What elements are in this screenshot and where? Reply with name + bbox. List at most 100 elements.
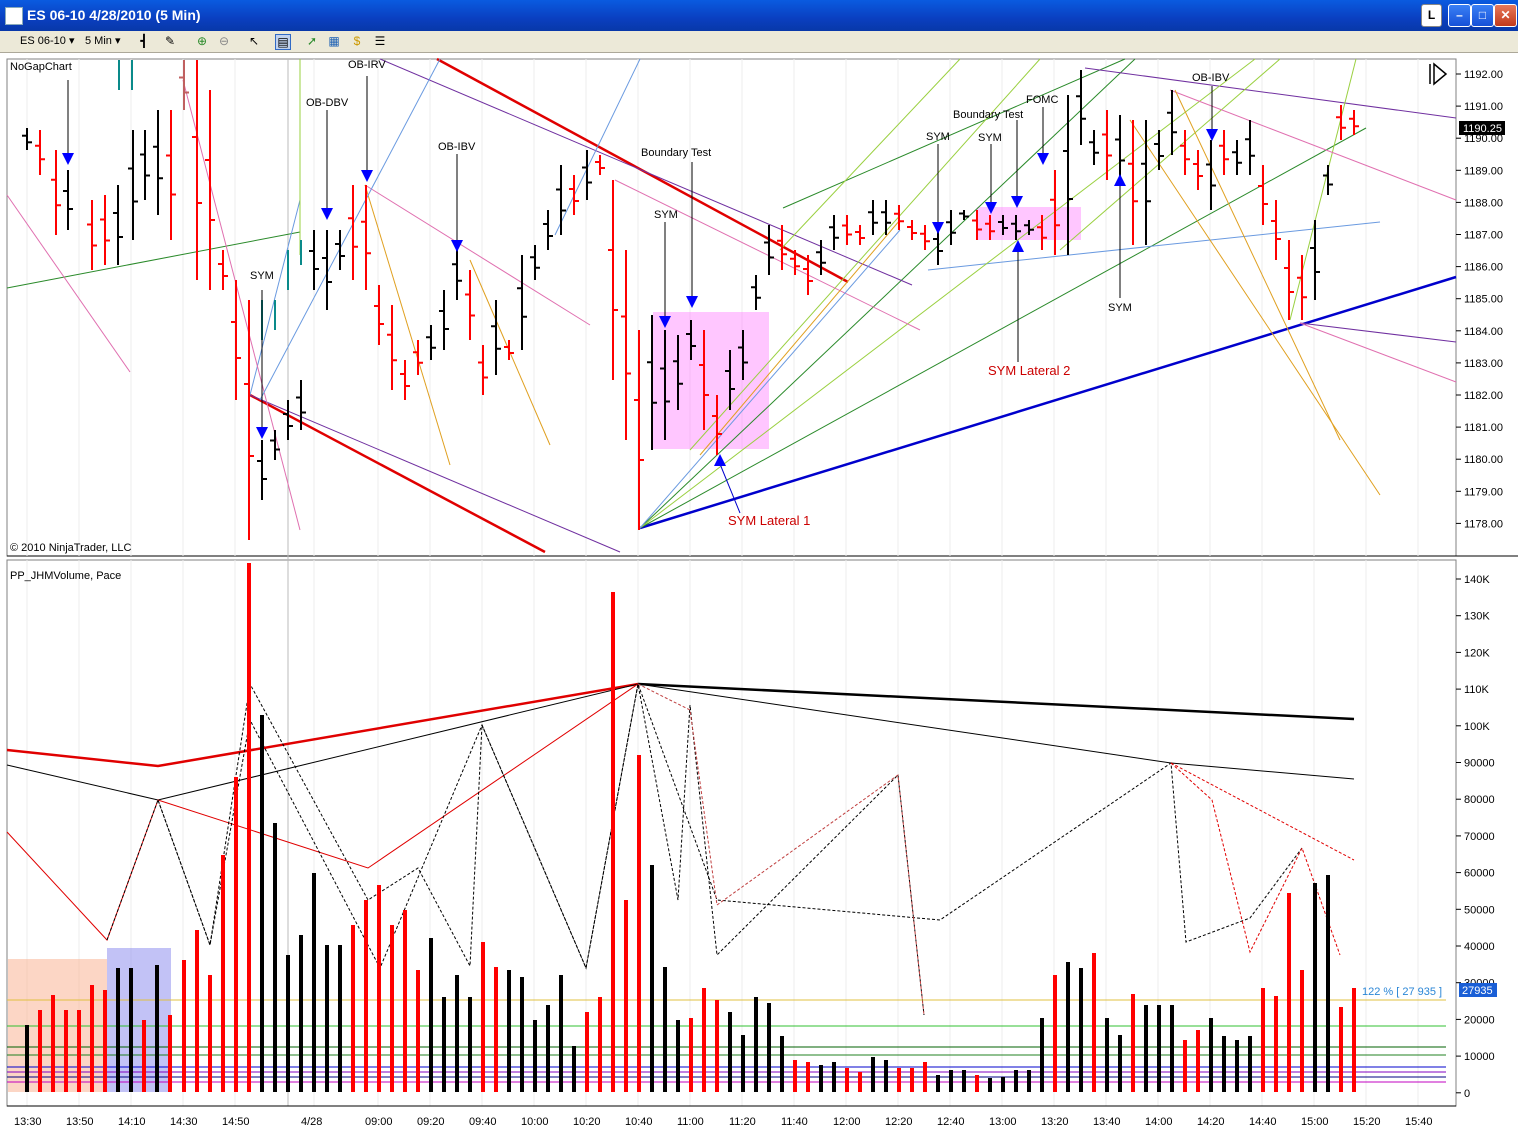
volume-tick-label: 20000	[1464, 1014, 1495, 1026]
price-bar	[244, 300, 254, 540]
price-bar	[1284, 240, 1294, 320]
pace-line	[1170, 762, 1355, 861]
volume-bar	[260, 715, 264, 1092]
price-tick-label: 1179.00	[1464, 486, 1503, 498]
cursor-icon[interactable]: ↖	[248, 34, 260, 48]
price-bar	[478, 345, 488, 395]
volume-bar	[1066, 962, 1070, 1092]
bar-type-icon[interactable]: ┫	[140, 34, 148, 48]
volume-bar	[390, 925, 394, 1092]
time-tick-label: 15:40	[1405, 1116, 1433, 1128]
time-tick-label: 14:40	[1249, 1116, 1277, 1128]
price-bar	[1297, 255, 1307, 320]
close-button[interactable]: ✕	[1494, 4, 1517, 27]
volume-bar	[598, 997, 602, 1092]
time-tick-label: 10:40	[625, 1116, 653, 1128]
volume-bar	[1027, 1070, 1031, 1092]
volume-bar	[741, 1035, 745, 1092]
chart-trader-icon[interactable]: ▦	[328, 34, 340, 48]
volume-bar	[1144, 1005, 1148, 1092]
volume-bar	[182, 960, 186, 1092]
trendline	[379, 58, 913, 286]
time-tick-label: 12:40	[937, 1116, 965, 1128]
volume-bar	[949, 1070, 953, 1092]
price-bar	[218, 250, 228, 290]
price-bar	[556, 165, 566, 235]
annotation-fomc: FOMC	[1026, 94, 1058, 106]
trendline	[249, 393, 546, 554]
volume-tick-label: 100K	[1464, 721, 1490, 733]
interval-selector[interactable]: 5 Min ▾	[85, 33, 130, 49]
price-bar	[413, 340, 423, 375]
annotation-arrows	[62, 76, 1218, 514]
trendline	[779, 58, 961, 251]
volume-bar	[351, 925, 355, 1092]
dollar-icon[interactable]: $	[353, 34, 361, 48]
volume-bar	[624, 900, 628, 1092]
interval-label: 5 Min	[85, 35, 112, 47]
price-bar	[322, 230, 332, 310]
annotation-ob-irv: OB-IRV	[348, 59, 386, 71]
volume-bar	[1248, 1036, 1252, 1092]
trendline	[1174, 89, 1341, 441]
chart-area[interactable]: 1192.00 1191.00 1190.00 1189.00 1188.00 1187.…	[0, 53, 1518, 1135]
current-price-marker	[1459, 121, 1505, 135]
volume-bar	[77, 1010, 81, 1092]
chart-canvas[interactable]: 1192.00 1191.00 1190.00 1189.00 1188.00 1187.…	[0, 53, 1518, 1135]
volume-bar	[819, 1065, 823, 1092]
price-tick-label: 1180.00	[1464, 454, 1503, 466]
trendline	[782, 58, 1126, 209]
price-bar	[1063, 95, 1073, 255]
price-bar	[920, 225, 930, 250]
price-bar	[361, 185, 371, 290]
title-bar: ES 06-10 4/28/2010 (5 Min) L – □ ✕	[0, 0, 1518, 31]
pace-label: 122 % [ 27 935 ]	[1362, 986, 1442, 998]
link-button[interactable]: L	[1421, 4, 1442, 27]
price-tick-label: 1183.00	[1464, 358, 1503, 370]
price-bar	[166, 110, 176, 240]
price-bar	[881, 200, 891, 235]
volume-bar	[767, 1003, 771, 1092]
instrument-label: ES 06-10	[20, 35, 66, 47]
trendline	[639, 229, 901, 529]
volume-bar	[429, 938, 433, 1092]
time-tick-label: 12:20	[885, 1116, 913, 1128]
time-tick-label: 12:00	[833, 1116, 861, 1128]
properties-icon[interactable]: ▤	[275, 34, 291, 50]
volume-bar	[129, 968, 133, 1092]
zoom-out-icon[interactable]: ⊖	[218, 34, 230, 48]
price-trendlines	[6, 57, 1457, 554]
volume-bar	[1274, 996, 1278, 1092]
maximize-button[interactable]: □	[1471, 4, 1494, 27]
volume-bar	[1300, 970, 1304, 1092]
volume-bar	[25, 1025, 29, 1092]
annotation-ob-dbv: OB-DBV	[306, 97, 349, 109]
chevron-down-icon: ▾	[114, 35, 121, 47]
volume-bar	[403, 910, 407, 1092]
volume-bar	[468, 997, 472, 1092]
trendline	[6, 231, 301, 289]
trendline	[249, 394, 621, 553]
zoom-in-icon[interactable]: ⊕	[196, 34, 208, 48]
trendline	[364, 184, 591, 326]
price-bar	[153, 110, 163, 215]
volume-tick-label: 10000	[1464, 1051, 1495, 1063]
minimize-button[interactable]: –	[1448, 4, 1471, 27]
trendline	[182, 79, 301, 531]
pencil-icon[interactable]: ✎	[164, 34, 176, 48]
volume-bar	[273, 823, 277, 1092]
go-to-end-icon[interactable]	[1429, 62, 1448, 86]
data-box-icon[interactable]: ☰	[374, 34, 386, 48]
volume-bar	[1079, 968, 1083, 1092]
strategy-icon[interactable]: ➚	[306, 34, 318, 48]
price-bars	[22, 60, 1359, 540]
trendline	[614, 179, 921, 331]
price-bar	[972, 210, 982, 240]
price-bar	[140, 130, 150, 200]
volume-tick-label: 60000	[1464, 868, 1495, 880]
volume-bar	[416, 970, 420, 1092]
price-tick-label: 1189.00	[1464, 165, 1503, 177]
price-bar	[452, 245, 462, 300]
down-arrow-icon	[1206, 86, 1218, 141]
instrument-selector[interactable]: ES 06-10 ▾	[20, 33, 82, 49]
